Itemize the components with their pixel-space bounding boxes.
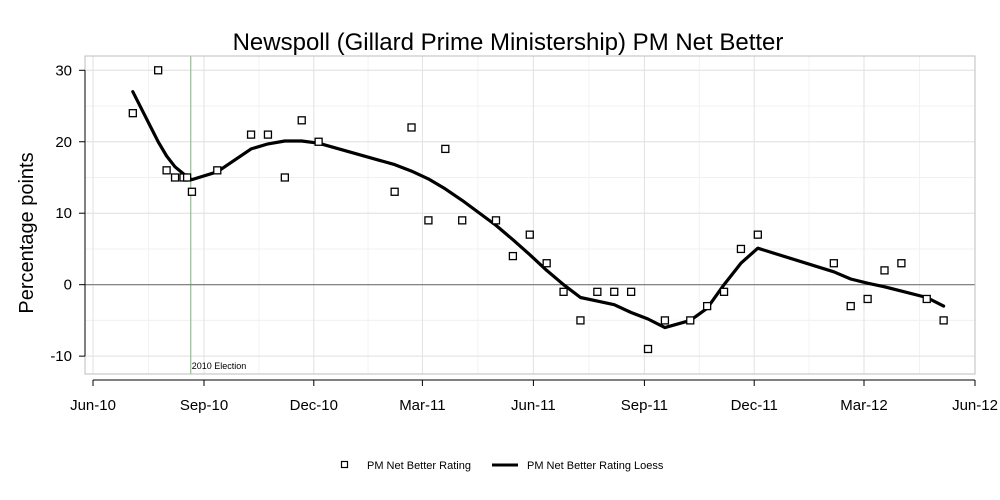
data-point [297,116,306,125]
x-tick-label: Dec-10 [290,397,338,414]
data-point [829,259,838,268]
x-tick-label: Jun-11 [511,397,556,414]
plot-area [85,56,975,374]
y-tick-label: -10 [50,348,72,365]
data-point [187,187,197,196]
data-point [939,316,948,325]
data-point [263,130,273,139]
data-point [128,109,137,118]
reference-lines: 2010 Election [85,56,975,374]
data-point [863,294,872,304]
legend-label-line: PM Net Better Rating Loess [527,460,664,472]
data-point [719,287,729,296]
data-point [508,251,518,261]
data-point [542,259,551,268]
x-tick-label: Mar-11 [399,397,445,414]
data-point [660,316,670,325]
data-point [593,287,602,296]
legend-label-points: PM Net Better Rating [367,460,471,472]
data-point [559,287,568,296]
data-point [154,66,163,75]
x-tick-label: Dec-11 [731,397,778,414]
series [128,66,948,354]
data-point [576,316,585,325]
data-point [491,216,501,225]
y-tick-label: 0 [64,277,72,294]
data-point [753,230,762,239]
data-point [626,287,636,296]
x-tick-label: Jun-10 [70,397,116,414]
axes: -10 0 10 20 30 Jun-10 Sep-10 Dec-10 Mar-11 Jun-11… [50,62,998,414]
chart-title: Newspoll (Gillard Prime Ministership) PM… [233,29,784,56]
data-point [846,301,855,311]
y-tick-label: 20 [55,134,72,151]
election-label: 2010 Election [192,361,247,371]
x-tick-label: Sep-10 [180,397,228,414]
data-point [182,173,192,182]
data-point [897,259,906,268]
data-point [213,166,222,175]
y-tick-label: 30 [55,62,72,79]
x-tick-label: Jun-12 [952,397,998,414]
data-point [407,123,416,132]
data-point [643,344,653,354]
y-tick-label: 10 [55,205,72,222]
data-point [441,144,450,154]
data-point [314,137,323,146]
x-tick-label: Sep-11 [621,397,668,414]
data-point [246,130,256,139]
data-point [390,187,399,196]
legend: PM Net Better Rating PM Net Better Rating… [340,460,664,472]
gridlines [85,56,976,374]
data-point [922,294,931,304]
x-tick-label: Mar-12 [840,397,888,414]
data-point [736,244,746,254]
data-point [162,166,171,175]
data-point [424,216,433,225]
data-point [702,301,712,311]
data-point [686,316,695,325]
data-point [880,266,889,275]
data-point [280,173,289,182]
data-point [610,287,619,296]
loess-line [131,90,946,330]
data-point [170,173,180,182]
legend-marker-square [340,460,349,469]
y-axis-label: Percentage points [16,152,38,313]
data-point [525,230,534,239]
data-point [458,216,467,225]
